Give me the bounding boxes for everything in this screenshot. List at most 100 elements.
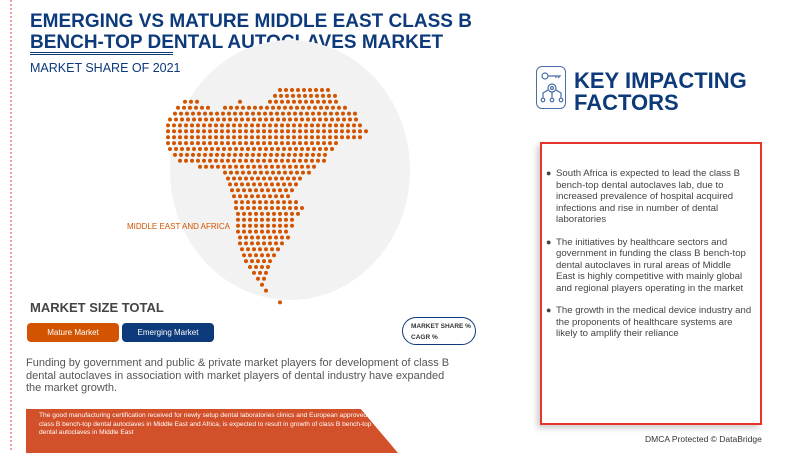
map-dot <box>233 111 237 116</box>
map-dot <box>247 105 251 110</box>
map-dot <box>260 188 264 193</box>
map-dot <box>262 241 266 246</box>
map-dot <box>232 158 236 163</box>
map-dot <box>331 105 335 110</box>
map-dot <box>190 135 194 140</box>
map-dot <box>308 88 312 92</box>
map-dot <box>190 141 194 146</box>
map-dot <box>299 111 303 116</box>
map-dot <box>334 141 338 146</box>
map-dot <box>197 111 201 116</box>
map-dot <box>246 206 250 210</box>
map-dot <box>256 259 260 264</box>
map-dot <box>260 265 264 269</box>
map-dot <box>166 123 170 128</box>
map-dot <box>354 117 358 122</box>
map-dot <box>244 135 248 140</box>
map-dot <box>236 217 240 222</box>
map-dot <box>240 247 244 252</box>
map-dot <box>322 158 326 163</box>
map-dot <box>256 235 260 240</box>
map-dot <box>189 99 193 104</box>
map-dot <box>266 211 270 216</box>
cagr-label: CAGR % <box>411 334 438 341</box>
map-dot <box>346 123 350 128</box>
map-dot <box>229 105 233 110</box>
map-dot <box>240 164 244 169</box>
map-dot <box>272 217 276 222</box>
map-dot <box>287 152 291 157</box>
map-dot <box>244 194 248 199</box>
map-dot <box>196 129 200 134</box>
map-dot <box>302 88 306 92</box>
map-dot <box>268 141 272 146</box>
map-dot <box>252 200 256 205</box>
map-dot <box>292 123 296 128</box>
map-dot <box>238 129 242 134</box>
map-dot <box>342 117 346 122</box>
map-dot <box>186 147 190 151</box>
map-dot <box>256 129 260 134</box>
map-dot <box>252 117 256 122</box>
map-dot <box>252 206 256 210</box>
map-dot <box>286 158 290 163</box>
map-dot <box>278 88 282 92</box>
map-dot <box>364 129 368 134</box>
map-dot <box>226 135 230 140</box>
map-dot <box>214 129 218 134</box>
map-dot <box>266 223 270 228</box>
map-dot <box>233 152 237 157</box>
map-dot <box>173 111 177 116</box>
map-dot <box>242 188 246 193</box>
map-dot <box>284 188 288 193</box>
map-dot <box>250 194 254 199</box>
bullet-icon: ● <box>546 236 552 247</box>
map-dot <box>256 241 260 246</box>
map-dot <box>341 111 345 116</box>
key-factors-title: KEY IMPACTING FACTORS <box>574 70 747 114</box>
dmca-notice: DMCA Protected © DataBridge <box>645 434 762 444</box>
map-dot <box>264 164 268 169</box>
map-dot <box>256 276 260 281</box>
map-dot <box>250 141 254 146</box>
map-dot <box>259 170 263 175</box>
map-dot <box>310 135 314 140</box>
map-dot <box>322 135 326 140</box>
map-dot <box>238 241 242 246</box>
map-dot <box>195 99 199 104</box>
subtitle: MARKET SHARE OF 2021 <box>30 61 181 75</box>
map-dot <box>252 247 256 252</box>
map-dot <box>184 129 188 134</box>
map-dot <box>280 176 284 181</box>
map-dot <box>183 99 187 104</box>
map-dot <box>316 141 320 146</box>
map-dot <box>335 111 339 116</box>
map-dot <box>306 164 310 169</box>
map-dot <box>274 241 278 246</box>
map-dot <box>310 123 314 128</box>
map-dot <box>242 223 246 228</box>
map-dot <box>298 123 302 128</box>
map-dot <box>253 170 257 175</box>
map-dot <box>204 147 208 151</box>
map-dot <box>262 158 266 163</box>
factor-item: ● The initiatives by healthcare sectors a… <box>546 237 752 295</box>
map-dot <box>336 117 340 122</box>
map-dot <box>254 229 258 234</box>
map-dot <box>262 129 266 134</box>
emerging-market-legend: Emerging Market <box>122 323 214 342</box>
map-dot <box>284 211 288 216</box>
map-dot <box>320 88 324 92</box>
map-dot <box>303 93 307 98</box>
map-dot <box>202 135 206 140</box>
mature-market-legend: Mature Market <box>27 323 119 342</box>
map-dot <box>292 176 296 181</box>
map-dot <box>330 117 334 122</box>
map-dot <box>276 206 280 210</box>
map-dot <box>280 129 284 134</box>
map-dot <box>310 141 314 146</box>
map-dot <box>240 206 244 210</box>
map-dot <box>254 217 258 222</box>
map-dot <box>227 152 231 157</box>
map-dot <box>310 158 314 163</box>
